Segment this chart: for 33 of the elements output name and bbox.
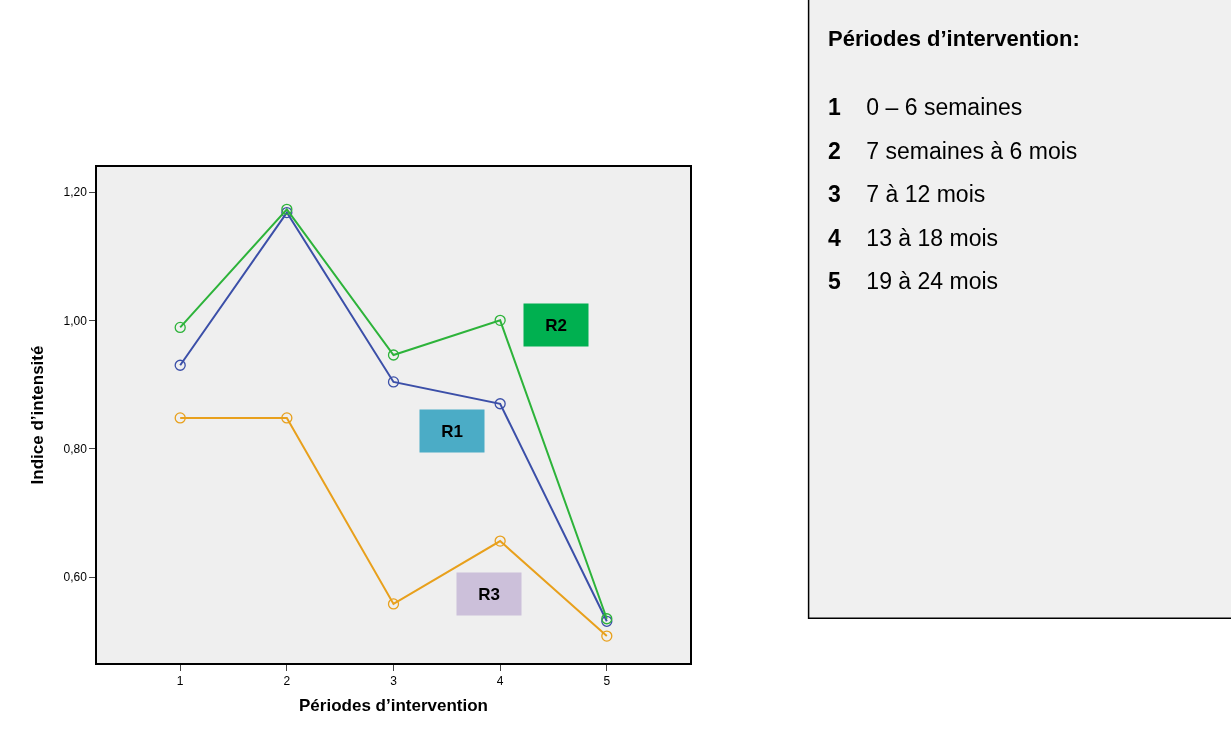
point xyxy=(494,535,506,547)
series-label: R3 xyxy=(478,584,500,604)
point xyxy=(387,376,400,388)
point xyxy=(281,206,293,219)
point xyxy=(494,314,506,327)
point xyxy=(174,412,186,424)
series-label: R1 xyxy=(441,421,463,441)
x-axis-title: Périodes d’intervention xyxy=(299,696,488,716)
x-tick-label: 5 xyxy=(603,674,611,689)
point xyxy=(174,359,186,371)
y-tick-label: 1,00 xyxy=(63,313,88,328)
text: 5 19 à 24 mois xyxy=(828,268,999,294)
point xyxy=(601,630,613,642)
x-tick-label: 3 xyxy=(390,674,398,689)
x-tick-label: 1 xyxy=(176,674,184,689)
text: 2 7 semaines à 6 mois xyxy=(828,138,1078,164)
y-tick-label: 1,20 xyxy=(63,185,88,200)
x-tick-label: 2 xyxy=(283,674,291,689)
point xyxy=(387,598,400,610)
point xyxy=(281,412,293,424)
text: Périodes d’intervention: xyxy=(828,26,1080,51)
x-tick-label: 4 xyxy=(496,674,504,689)
text: 4 13 à 18 mois xyxy=(828,225,999,251)
point xyxy=(387,349,400,361)
y-tick-label: 0,80 xyxy=(63,441,88,456)
text: R2 xyxy=(545,315,567,335)
text: 1 0 – 6 semaines xyxy=(828,94,1023,120)
point xyxy=(494,398,506,410)
point xyxy=(174,321,186,334)
point xyxy=(281,203,293,215)
text: 3 7 à 12 mois xyxy=(828,181,986,207)
y-axis-title: Indice d’intensité xyxy=(27,345,47,485)
y-tick-label: 0,60 xyxy=(63,570,88,585)
